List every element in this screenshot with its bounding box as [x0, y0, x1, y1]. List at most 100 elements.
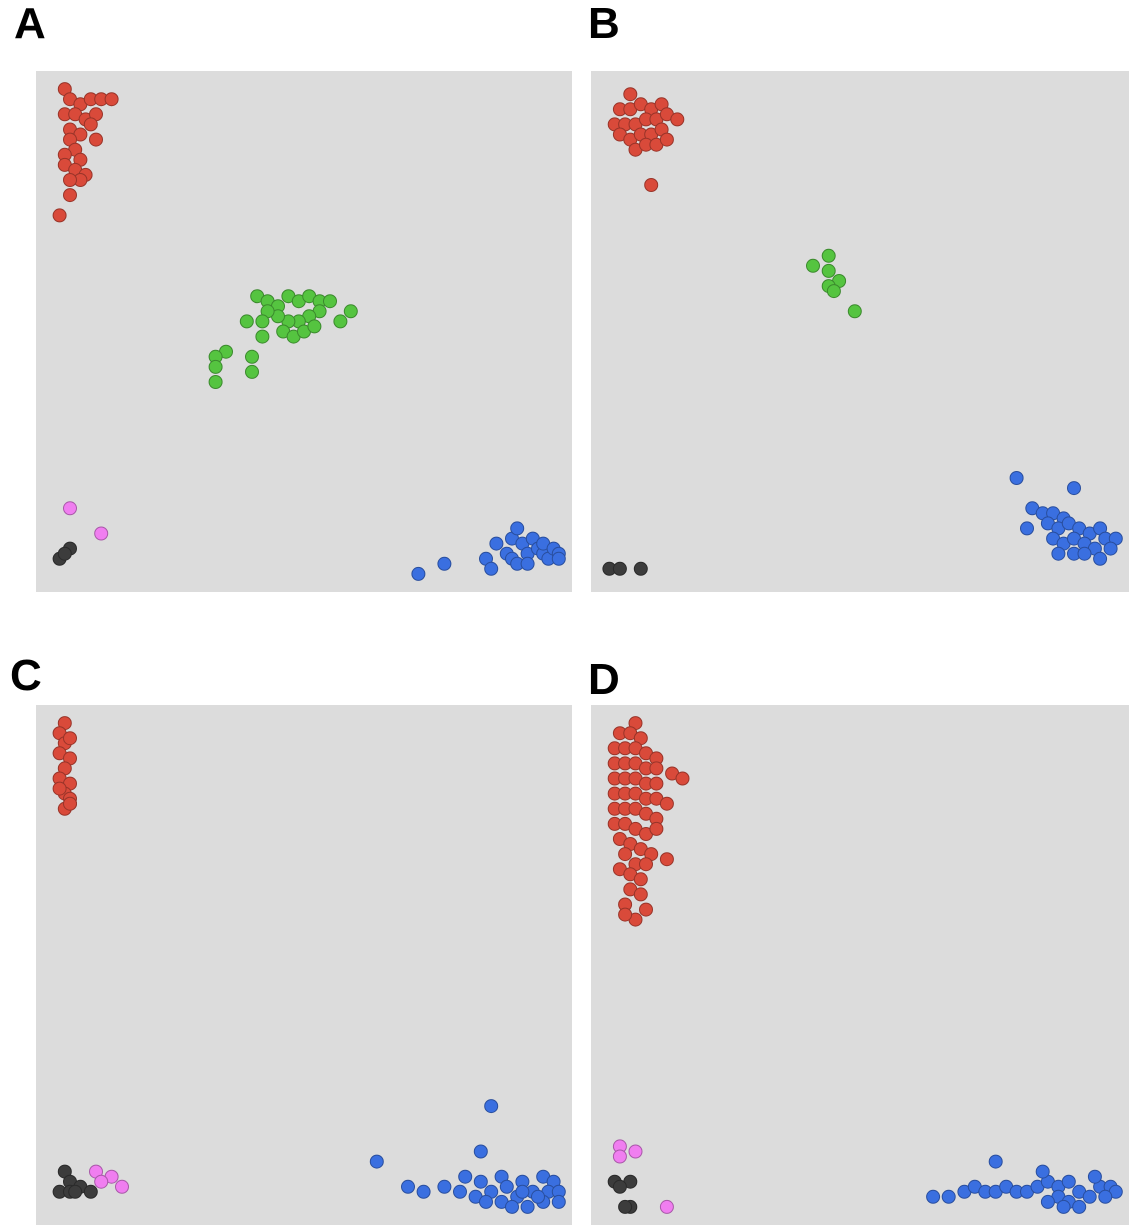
- point-red-d-20: [649, 776, 664, 791]
- point-red-c-10: [52, 781, 67, 796]
- point-blue-d-16: [1082, 1189, 1097, 1204]
- point-green-a-18: [255, 314, 270, 329]
- point-blue-c-23: [401, 1179, 415, 1194]
- point-green-b-6: [847, 304, 862, 319]
- point-pink-d-1: [628, 1144, 643, 1159]
- point-blue-d-0: [988, 1154, 1003, 1169]
- panel-label-d: D: [588, 655, 620, 704]
- point-green-a-27: [245, 364, 259, 379]
- point-red-d-47: [633, 872, 648, 887]
- point-red-b-12: [670, 112, 685, 127]
- point-black-b-2: [633, 561, 648, 576]
- point-red-b-21: [659, 132, 674, 147]
- point-black-d-2: [612, 1179, 627, 1194]
- point-blue-c-26: [515, 1184, 530, 1199]
- scatter-plot-b: [591, 71, 1129, 592]
- point-blue-d-1: [926, 1189, 941, 1204]
- point-green-a-17: [307, 319, 322, 334]
- point-green-a-22: [255, 329, 270, 344]
- point-red-a-17: [89, 132, 103, 147]
- scatter-plot-c: [36, 705, 572, 1225]
- point-blue-c-25: [458, 1169, 473, 1184]
- panel-label-a: A: [14, 0, 46, 48]
- point-green-b-0: [821, 248, 836, 263]
- point-red-c-14: [63, 796, 77, 811]
- point-red-d-36: [649, 821, 664, 836]
- point-blue-b-0: [1009, 471, 1024, 485]
- point-blue-c-1: [473, 1144, 488, 1159]
- point-blue-d-23: [1040, 1194, 1055, 1209]
- point-green-b-5: [826, 284, 841, 299]
- point-blue-c-5: [473, 1174, 488, 1189]
- point-green-a-26: [208, 359, 223, 374]
- point-blue-a-4: [489, 536, 504, 551]
- point-pink-a-1: [94, 526, 109, 541]
- point-green-a-25: [245, 349, 259, 364]
- point-black-c-6: [83, 1184, 98, 1199]
- point-red-d-13: [649, 761, 664, 776]
- point-black-d-4: [618, 1199, 633, 1214]
- point-green-a-7: [323, 294, 337, 309]
- point-green-a-20: [333, 314, 348, 329]
- point-red-a-5: [104, 92, 119, 107]
- point-blue-b-1: [1067, 481, 1081, 496]
- point-blue-a-3: [484, 561, 499, 576]
- point-blue-c-24: [416, 1184, 431, 1199]
- point-blue-c-20: [520, 1199, 535, 1214]
- point-blue-d-26: [1098, 1189, 1113, 1204]
- point-blue-c-27: [531, 1189, 545, 1204]
- point-green-a-28: [208, 375, 223, 389]
- point-blue-c-19: [505, 1199, 519, 1214]
- point-red-a-24: [52, 208, 67, 223]
- point-blue-c-2: [369, 1154, 384, 1169]
- point-blue-c-4: [453, 1184, 467, 1199]
- point-red-a-23: [63, 188, 77, 203]
- point-green-a-19: [239, 314, 254, 329]
- point-blue-d-12: [1035, 1164, 1050, 1179]
- panel-label-c: C: [10, 651, 42, 700]
- point-blue-b-12: [1020, 521, 1034, 536]
- point-red-b-0: [623, 87, 638, 102]
- point-red-a-12: [83, 117, 98, 132]
- point-blue-b-22: [1077, 546, 1092, 561]
- point-blue-d-2: [941, 1189, 956, 1204]
- point-green-a-21: [343, 304, 358, 319]
- point-red-a-22: [63, 173, 77, 187]
- point-blue-b-24: [1103, 541, 1118, 556]
- point-red-d-26: [659, 796, 674, 811]
- point-blue-d-24: [1056, 1199, 1071, 1214]
- point-red-d-53: [618, 907, 633, 922]
- point-pink-c-2: [94, 1174, 109, 1189]
- point-blue-c-22: [551, 1194, 566, 1209]
- point-blue-b-20: [1051, 546, 1066, 561]
- point-blue-d-25: [1087, 1169, 1102, 1184]
- point-blue-d-14: [1061, 1174, 1076, 1189]
- point-blue-a-0: [411, 566, 426, 581]
- scatter-plot-d: [591, 705, 1129, 1225]
- point-black-c-5: [68, 1184, 83, 1199]
- point-blue-c-0: [484, 1099, 499, 1114]
- point-green-b-1: [806, 258, 820, 273]
- point-pink-d-2: [612, 1149, 627, 1164]
- point-black-a-2: [57, 546, 72, 561]
- point-blue-b-23: [1093, 551, 1108, 566]
- point-red-d-49: [633, 887, 648, 902]
- point-pink-a-0: [63, 501, 77, 516]
- point-blue-a-1: [437, 556, 452, 571]
- point-pink-c-3: [115, 1179, 129, 1194]
- point-blue-a-8: [510, 521, 525, 536]
- point-red-c-3: [63, 731, 77, 746]
- point-blue-d-22: [1072, 1199, 1087, 1214]
- point-red-d-51: [639, 902, 653, 917]
- point-red-d-15: [675, 771, 690, 786]
- point-red-d-41: [618, 847, 633, 862]
- point-red-b-22: [644, 178, 659, 192]
- scatter-plot-a: [36, 71, 572, 592]
- point-red-d-44: [659, 852, 674, 867]
- point-green-b-2: [821, 263, 836, 278]
- point-red-d-43: [639, 857, 653, 872]
- point-blue-c-3: [437, 1179, 452, 1194]
- point-pink-d-3: [659, 1199, 674, 1214]
- point-blue-c-13: [479, 1194, 493, 1209]
- panel-label-b: B: [588, 0, 620, 48]
